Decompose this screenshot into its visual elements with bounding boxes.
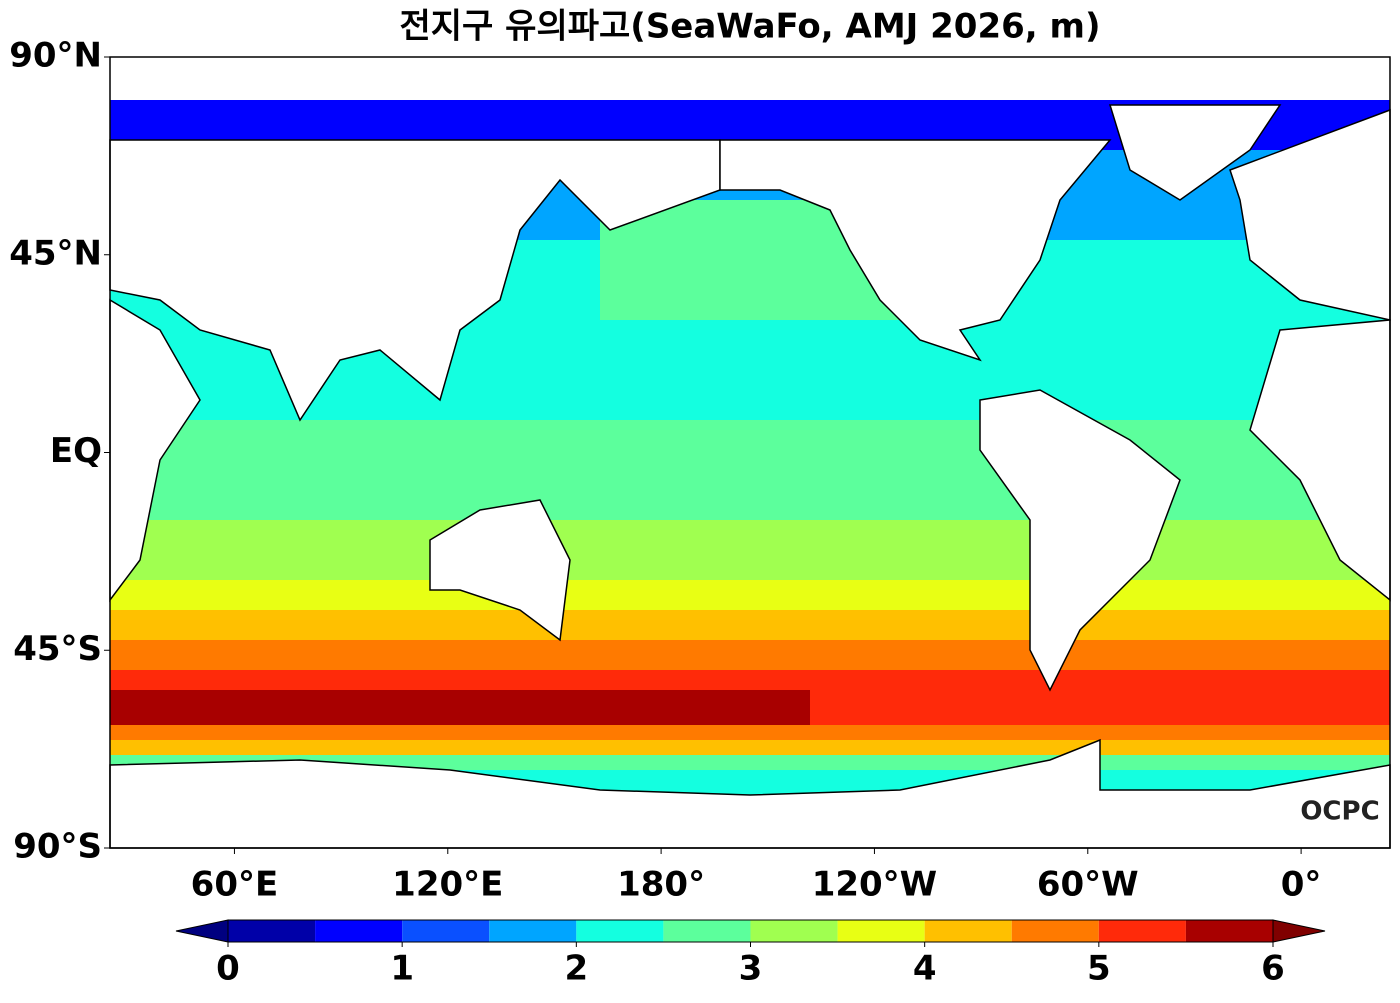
- colorbar-extend-high: [1272, 919, 1326, 943]
- colorbar-extend-low: [175, 919, 229, 943]
- y-tick-label: 90°S: [13, 827, 102, 867]
- logo: OCPC: [1300, 797, 1379, 827]
- x-tick-label: 0°: [1281, 865, 1322, 905]
- x-tick-label: 60°W: [1037, 865, 1139, 905]
- colorbar-bin: [663, 920, 751, 942]
- colorbar-tick-label: 3: [739, 949, 763, 989]
- colorbar-bin: [1011, 920, 1099, 942]
- colorbar-bin: [576, 920, 664, 942]
- colorbar-bin: [489, 920, 577, 942]
- y-tick-label: EQ: [50, 431, 102, 471]
- x-tick-label: 120°E: [392, 865, 503, 905]
- colorbar-bin: [1185, 920, 1273, 942]
- x-tick-label: 120°W: [812, 865, 937, 905]
- colorbar-tick-label: 4: [913, 949, 937, 989]
- y-tick-label: 90°N: [9, 36, 102, 76]
- colorbar-bin: [228, 920, 316, 942]
- colorbar-bin: [837, 920, 925, 942]
- colorbar-tick-label: 6: [1261, 949, 1285, 989]
- colorbar-bin: [315, 920, 403, 942]
- colorbar-bin: [1098, 920, 1186, 942]
- colorbar-tick-label: 5: [1087, 949, 1111, 989]
- colorbar-bin: [402, 920, 490, 942]
- x-tick-label: 60°E: [191, 865, 279, 905]
- colorbar-tick-label: 0: [216, 949, 240, 989]
- y-tick-label: 45°N: [9, 233, 102, 273]
- colorbar-bin: [750, 920, 838, 942]
- land: [109, 57, 1391, 849]
- colorbar-tick-label: 1: [390, 949, 414, 989]
- x-tick-label: 180°: [617, 865, 705, 905]
- y-tick-label: 45°S: [13, 629, 102, 669]
- chart-title: 전지구 유의파고(SeaWaFo, AMJ 2026, m): [399, 7, 1100, 47]
- colorbar-tick-label: 2: [564, 949, 588, 989]
- colorbar-bin: [924, 920, 1012, 942]
